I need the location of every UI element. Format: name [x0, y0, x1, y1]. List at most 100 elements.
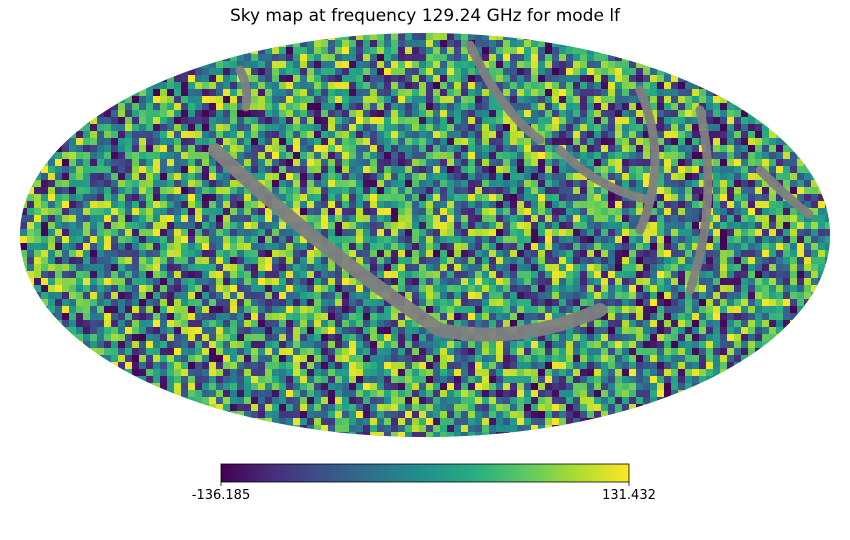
- map-pixel: [657, 145, 665, 153]
- map-pixel: [181, 96, 189, 104]
- map-pixel: [433, 229, 441, 237]
- map-pixel: [48, 320, 56, 328]
- map-pixel: [825, 222, 830, 230]
- map-pixel: [566, 285, 574, 293]
- map-pixel: [272, 131, 280, 139]
- map-pixel: [426, 250, 434, 258]
- map-pixel: [419, 166, 427, 174]
- map-pixel: [685, 334, 693, 342]
- map-pixel: [671, 376, 679, 384]
- map-pixel: [244, 306, 252, 314]
- map-pixel: [769, 138, 777, 146]
- map-pixel: [692, 334, 700, 342]
- map-pixel: [587, 327, 595, 335]
- map-pixel: [363, 82, 371, 90]
- map-pixel: [293, 40, 301, 48]
- map-pixel: [391, 306, 399, 314]
- map-pixel: [720, 215, 728, 223]
- map-pixel: [195, 159, 203, 167]
- map-pixel: [188, 82, 196, 90]
- map-pixel: [97, 250, 105, 258]
- map-pixel: [181, 159, 189, 167]
- map-pixel: [398, 341, 406, 349]
- map-pixel: [475, 138, 483, 146]
- map-pixel: [398, 145, 406, 153]
- map-pixel: [545, 180, 553, 188]
- map-pixel: [209, 327, 217, 335]
- map-pixel: [202, 362, 210, 370]
- map-pixel: [244, 131, 252, 139]
- map-pixel: [741, 110, 749, 118]
- map-pixel: [55, 264, 63, 272]
- map-pixel: [426, 33, 434, 41]
- map-pixel: [153, 89, 161, 97]
- map-pixel: [468, 264, 476, 272]
- map-pixel: [377, 243, 385, 251]
- map-pixel: [405, 33, 413, 41]
- map-pixel: [251, 103, 259, 111]
- map-pixel: [384, 341, 392, 349]
- map-pixel: [356, 159, 364, 167]
- map-pixel: [720, 166, 728, 174]
- map-pixel: [664, 313, 672, 321]
- map-pixel: [636, 369, 644, 377]
- map-pixel: [405, 68, 413, 76]
- map-pixel: [426, 341, 434, 349]
- map-pixel: [132, 152, 140, 160]
- map-pixel: [391, 89, 399, 97]
- map-pixel: [328, 166, 336, 174]
- map-pixel: [741, 117, 749, 125]
- map-pixel: [405, 243, 413, 251]
- map-pixel: [202, 243, 210, 251]
- map-pixel: [125, 103, 133, 111]
- map-pixel: [307, 82, 315, 90]
- map-pixel: [391, 82, 399, 90]
- map-pixel: [202, 292, 210, 300]
- map-pixel: [265, 54, 273, 62]
- map-pixel: [678, 103, 686, 111]
- map-pixel: [167, 208, 175, 216]
- map-pixel: [594, 299, 602, 307]
- map-pixel: [237, 82, 245, 90]
- map-pixel: [748, 187, 756, 195]
- map-pixel: [41, 215, 49, 223]
- map-pixel: [230, 89, 238, 97]
- map-pixel: [62, 299, 70, 307]
- map-pixel: [825, 229, 830, 237]
- map-pixel: [118, 110, 126, 118]
- map-pixel: [482, 89, 490, 97]
- map-pixel: [440, 173, 448, 181]
- map-pixel: [97, 348, 105, 356]
- map-pixel: [496, 187, 504, 195]
- map-pixel: [538, 278, 546, 286]
- map-pixel: [412, 103, 420, 111]
- map-pixel: [566, 208, 574, 216]
- map-pixel: [258, 124, 266, 132]
- map-pixel: [146, 152, 154, 160]
- map-pixel: [454, 124, 462, 132]
- map-pixel: [146, 306, 154, 314]
- map-pixel: [587, 271, 595, 279]
- map-pixel: [587, 278, 595, 286]
- map-pixel: [692, 124, 700, 132]
- map-pixel: [181, 257, 189, 265]
- map-pixel: [601, 222, 609, 230]
- map-pixel: [265, 75, 273, 83]
- map-pixel: [433, 369, 441, 377]
- map-pixel: [440, 152, 448, 160]
- map-pixel: [69, 131, 77, 139]
- map-pixel: [209, 355, 217, 363]
- map-pixel: [531, 40, 539, 48]
- map-pixel: [461, 166, 469, 174]
- map-pixel: [307, 159, 315, 167]
- map-pixel: [111, 236, 119, 244]
- map-pixel: [286, 250, 294, 258]
- map-pixel: [167, 264, 175, 272]
- map-pixel: [118, 173, 126, 181]
- map-pixel: [629, 152, 637, 160]
- map-pixel: [440, 96, 448, 104]
- map-pixel: [251, 68, 259, 76]
- map-pixel: [111, 96, 119, 104]
- map-pixel: [153, 334, 161, 342]
- map-pixel: [244, 68, 252, 76]
